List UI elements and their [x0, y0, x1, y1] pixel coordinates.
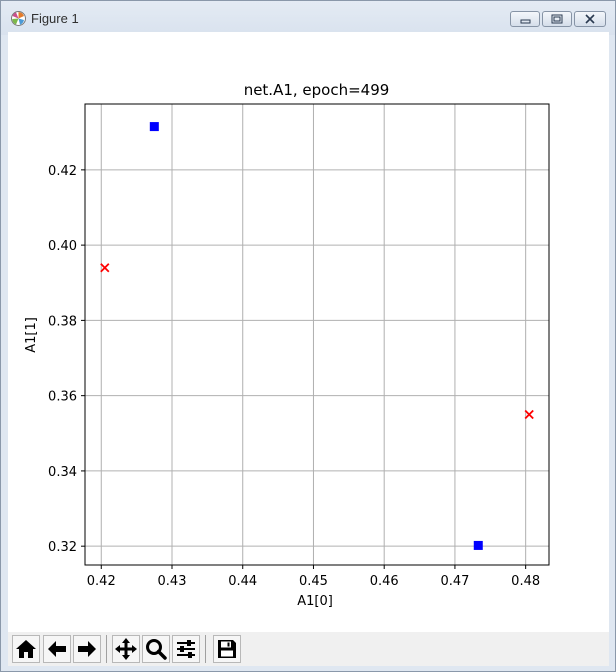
title-bar[interactable]: Figure 1 [1, 1, 615, 35]
back-button[interactable] [43, 635, 71, 663]
minimize-button[interactable] [510, 11, 540, 27]
home-icon [16, 640, 36, 658]
navigation-toolbar [8, 632, 609, 666]
x-tick-label: 0.44 [228, 574, 257, 589]
toolbar-separator [205, 635, 206, 663]
y-tick-label: 0.38 [48, 314, 77, 329]
x-tick-label: 0.48 [511, 574, 540, 589]
scatter-chart: net.A1, epoch=499 0.42 0.43 0.44 0.45 0.46 0.… [24, 81, 550, 609]
data-points [100, 122, 534, 550]
move-icon [115, 638, 137, 660]
y-tick-label: 0.42 [48, 164, 77, 179]
y-tick-label: 0.36 [48, 390, 77, 405]
toolbar-separator [106, 635, 107, 663]
close-button[interactable] [574, 11, 606, 27]
minimize-icon [520, 19, 531, 24]
configure-subplots-button[interactable] [172, 635, 200, 663]
square-point [149, 122, 159, 132]
x-tick-label: 0.46 [370, 574, 399, 589]
pan-button[interactable] [112, 635, 140, 663]
magnifier-icon [146, 639, 167, 660]
floppy-disk-icon [218, 640, 236, 658]
x-tick-label: 0.43 [158, 574, 187, 589]
zoom-button[interactable] [142, 635, 170, 663]
maximize-icon [551, 14, 563, 24]
x-axis-label: A1[0] [297, 594, 333, 609]
x-point [100, 263, 110, 273]
x-tick-label: 0.47 [440, 574, 469, 589]
x-tick-label: 0.45 [299, 574, 328, 589]
sliders-icon [177, 640, 195, 658]
y-tick-label: 0.32 [48, 540, 77, 555]
save-button[interactable] [213, 635, 241, 663]
arrow-right-icon [78, 641, 96, 657]
chart-title: net.A1, epoch=499 [244, 81, 390, 99]
close-icon [585, 14, 595, 24]
figure-canvas[interactable]: net.A1, epoch=499 0.42 0.43 0.44 0.45 0.46 0.… [8, 32, 609, 634]
x-axis-ticks: 0.42 0.43 0.44 0.45 0.46 0.47 0.48 [87, 565, 540, 589]
x-point [524, 409, 534, 420]
grid-lines [85, 104, 549, 565]
window-title: Figure 1 [31, 11, 79, 26]
maximize-button[interactable] [542, 11, 572, 27]
axes-frame [84, 103, 550, 566]
square-point [473, 540, 483, 550]
home-button[interactable] [12, 635, 40, 663]
forward-button[interactable] [73, 635, 101, 663]
x-tick-label: 0.42 [87, 574, 116, 589]
y-tick-label: 0.34 [48, 465, 77, 480]
arrow-left-icon [48, 641, 66, 657]
y-axis-ticks: 0.32 0.34 0.36 0.38 0.40 0.42 [48, 164, 85, 555]
matplotlib-logo-icon [11, 11, 26, 26]
y-axis-label: A1[1] [24, 317, 39, 353]
y-tick-label: 0.40 [48, 239, 77, 254]
